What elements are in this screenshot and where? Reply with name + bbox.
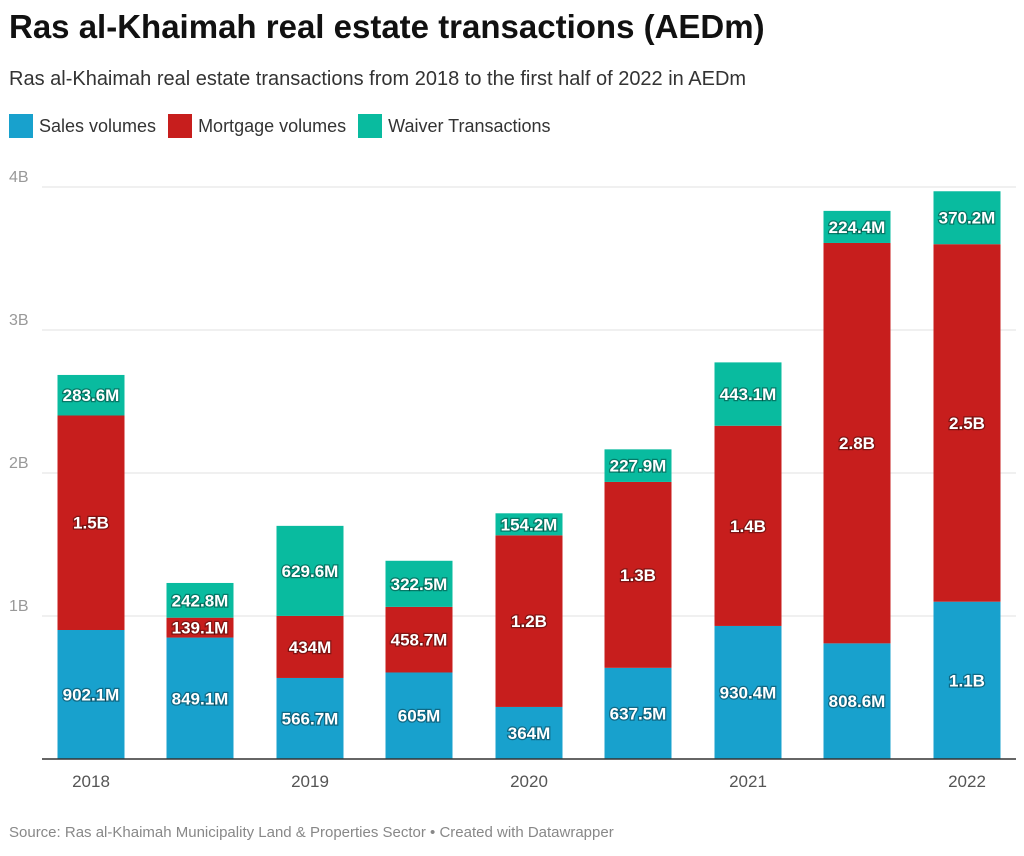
bar-segment-mortgage [166, 617, 234, 638]
chart-title: Ras al-Khaimah real estate transactions … [9, 8, 765, 45]
bar-segment-sales [166, 637, 234, 759]
data-label-mortgage: 1.5B [73, 514, 109, 533]
data-label-sales: 637.5M [610, 704, 667, 723]
y-tick-label: 2B [9, 455, 29, 472]
bar-segment-sales [385, 672, 453, 759]
data-label-mortgage: 1.2B [511, 612, 547, 631]
y-tick-label: 1B [9, 598, 29, 615]
bar-segment-mortgage [495, 535, 563, 707]
y-tick-label: 4B [9, 169, 29, 186]
legend-label-waiver: Waiver Transactions [388, 115, 551, 136]
data-label-waiver: 370.2M [939, 209, 996, 228]
source-note: Source: Ras al-Khaimah Municipality Land… [9, 824, 614, 841]
data-label-mortgage: 2.5B [949, 414, 985, 433]
data-label-sales: 605M [398, 707, 441, 726]
x-tick-label: 2019 [291, 772, 329, 791]
data-label-sales: 902.1M [63, 685, 120, 704]
bar-segment-sales [933, 601, 1001, 759]
bar-segment-waiver [933, 191, 1001, 245]
bar-segment-mortgage [714, 425, 782, 626]
data-label-mortgage: 139.1M [172, 619, 229, 638]
bar-segment-sales [276, 677, 344, 759]
data-label-waiver: 227.9M [610, 457, 667, 476]
legend-swatch-sales [9, 114, 33, 138]
bar-segment-waiver [604, 449, 672, 482]
bar-segment-waiver [276, 525, 344, 616]
data-label-mortgage: 458.7M [391, 631, 448, 650]
bar-segment-sales [57, 629, 125, 759]
bar-segment-sales [604, 667, 672, 759]
bar-segment-mortgage [823, 242, 891, 644]
bar-segment-waiver [385, 560, 453, 607]
x-tick-label: 2021 [729, 772, 767, 791]
data-label-sales: 1.1B [949, 671, 985, 690]
bar-segment-sales [823, 643, 891, 759]
data-label-mortgage: 2.8B [839, 434, 875, 453]
legend-swatch-waiver [358, 114, 383, 138]
y-tick-label: 3B [9, 312, 29, 329]
legend: Sales volumes Mortgage volumes Waiver Tr… [9, 114, 563, 138]
data-label-waiver: 154.2M [501, 515, 558, 534]
data-label-mortgage: 1.4B [730, 517, 766, 536]
bar-segment-waiver [57, 374, 125, 416]
data-label-waiver: 283.6M [63, 386, 120, 405]
legend-item-sales: Sales volumes [9, 114, 156, 138]
bar-segment-mortgage [933, 244, 1001, 602]
data-label-sales: 364M [508, 724, 551, 743]
x-tick-label: 2020 [510, 772, 548, 791]
legend-swatch-mortgage [168, 114, 193, 138]
bar-segment-waiver [495, 513, 563, 536]
legend-item-waiver: Waiver Transactions [358, 114, 551, 138]
data-label-sales: 930.4M [720, 683, 777, 702]
data-label-mortgage: 434M [289, 638, 332, 657]
data-label-waiver: 242.8M [172, 591, 229, 610]
x-tick-label: 2018 [72, 772, 110, 791]
data-label-sales: 849.1M [172, 689, 229, 708]
data-label-waiver: 629.6M [282, 562, 339, 581]
data-label-waiver: 224.4M [829, 218, 886, 237]
data-label-mortgage: 1.3B [620, 566, 656, 585]
data-label-sales: 566.7M [282, 709, 339, 728]
legend-label-mortgage: Mortgage volumes [198, 115, 347, 136]
bar-segment-waiver [166, 582, 234, 618]
data-label-waiver: 443.1M [720, 385, 777, 404]
bar-segment-mortgage [276, 615, 344, 678]
bar-segment-sales [495, 706, 563, 759]
x-tick-label: 2022 [948, 772, 986, 791]
bar-segment-mortgage [57, 415, 125, 630]
legend-label-sales: Sales volumes [39, 115, 157, 136]
bar-segment-waiver [714, 362, 782, 426]
bar-segment-waiver [823, 210, 891, 243]
chart-subtitle: Ras al-Khaimah real estate transactions … [9, 68, 747, 90]
data-label-waiver: 322.5M [391, 575, 448, 594]
legend-item-mortgage: Mortgage volumes [168, 114, 346, 138]
data-label-sales: 808.6M [829, 692, 886, 711]
bar-segment-mortgage [385, 606, 453, 673]
bar-segment-sales [714, 625, 782, 759]
bar-segment-mortgage [604, 481, 672, 668]
